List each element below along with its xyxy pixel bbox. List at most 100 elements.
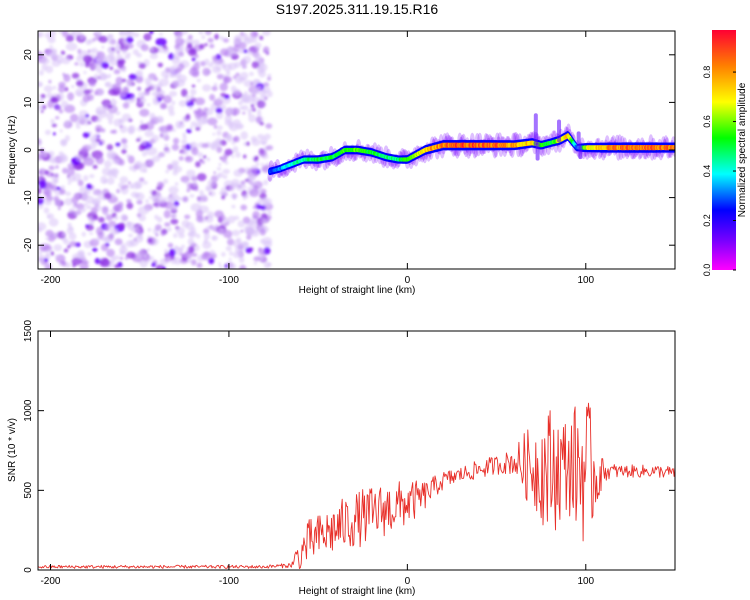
noise-blob [187, 237, 195, 246]
noise-blob [116, 54, 123, 60]
noise-blob [190, 203, 202, 212]
noise-blob [205, 31, 211, 34]
noise-blob [259, 192, 267, 200]
noise-blob [208, 63, 214, 68]
noise-blob [60, 50, 66, 55]
noise-blob [112, 158, 120, 165]
noise-blob [181, 144, 187, 150]
noise-blob [257, 109, 262, 113]
noise-blob [191, 84, 196, 88]
noise-blob [115, 111, 121, 116]
noise-blob [136, 213, 142, 218]
snr-x-ticks: -200 -100 0 100 [40, 331, 595, 587]
noise-blob [125, 240, 135, 248]
noise-blob [231, 155, 235, 158]
noise-blob [101, 61, 110, 69]
noise-blob [238, 76, 243, 82]
noise-blob [219, 48, 229, 56]
noise-blob [191, 259, 197, 266]
noise-blob [254, 42, 262, 49]
noise-blob [64, 198, 74, 206]
noise-blob [177, 74, 187, 83]
noise-blob [194, 97, 206, 106]
noise-blob [249, 220, 258, 229]
noise-blob [59, 129, 63, 133]
noise-blob [147, 158, 155, 167]
colorbar-tick-label: 0.6 [702, 115, 712, 128]
noise-blob [258, 69, 266, 78]
noise-blob [177, 197, 183, 201]
noise-blob [155, 115, 164, 123]
noise-blob [80, 147, 89, 155]
noise-blob [219, 82, 228, 92]
noise-blob [184, 214, 191, 220]
noise-blob [209, 94, 216, 101]
noise-blob [143, 33, 152, 41]
noise-blob [213, 98, 223, 107]
noise-blob [119, 124, 123, 129]
snr-frame [37, 330, 676, 571]
noise-blob [62, 31, 69, 38]
snr-y-tick-label: 500 [23, 482, 34, 499]
noise-blob [254, 53, 262, 60]
noise-blob [226, 134, 233, 143]
noise-blob [161, 153, 165, 157]
noise-region [38, 31, 274, 269]
noise-blob [122, 143, 128, 150]
noise-blob [126, 202, 134, 210]
noise-blob [182, 135, 187, 140]
noise-blob [261, 162, 264, 167]
noise-blob [85, 205, 92, 210]
noise-blob [192, 39, 200, 46]
noise-blob [52, 132, 56, 136]
noise-blob [250, 135, 258, 143]
noise-blob [126, 43, 134, 49]
noise-blob [89, 174, 95, 179]
noise-blob [187, 34, 193, 40]
noise-blob [155, 89, 166, 98]
noise-blob [96, 67, 103, 73]
noise-blob [46, 92, 53, 99]
noise-blob [114, 229, 118, 234]
noise-blob [223, 217, 230, 224]
noise-blob [260, 217, 267, 224]
noise-blob [249, 189, 260, 197]
noise-blob [53, 244, 63, 252]
noise-blob [231, 204, 236, 209]
noise-blob [98, 35, 109, 43]
noise-blob [267, 210, 272, 215]
noise-blob [64, 135, 70, 142]
noise-blob [38, 180, 47, 189]
noise-blob [263, 247, 271, 255]
colorbar-label: Normalized spectral amplitude [737, 82, 748, 217]
noise-blob [195, 126, 201, 131]
colorbar-tick-label: 0.0 [702, 264, 712, 277]
noise-blob [167, 242, 174, 248]
noise-blob [134, 160, 143, 168]
noise-blob [82, 157, 95, 166]
noise-blob [153, 77, 159, 82]
noise-blob [103, 212, 109, 216]
noise-blob [218, 162, 222, 167]
noise-blob [38, 176, 41, 181]
noise-blob [55, 165, 59, 169]
noise-blob [162, 266, 166, 269]
noise-blob [90, 48, 94, 53]
noise-blob [71, 31, 83, 37]
noise-blob [38, 83, 43, 87]
noise-blob [263, 179, 269, 186]
noise-blob [201, 252, 213, 261]
noise-blob [91, 217, 95, 222]
noise-blob [38, 31, 44, 38]
noise-blob [242, 32, 247, 37]
noise-blob [163, 95, 172, 104]
noise-blob [263, 261, 272, 269]
noise-blob [64, 87, 69, 92]
noise-blob [69, 113, 79, 123]
noise-blob [240, 131, 248, 140]
noise-blob [44, 170, 50, 175]
noise-blob [253, 261, 257, 265]
noise-blob [203, 228, 210, 234]
noise-blob [127, 155, 135, 164]
noise-blob [263, 82, 270, 87]
